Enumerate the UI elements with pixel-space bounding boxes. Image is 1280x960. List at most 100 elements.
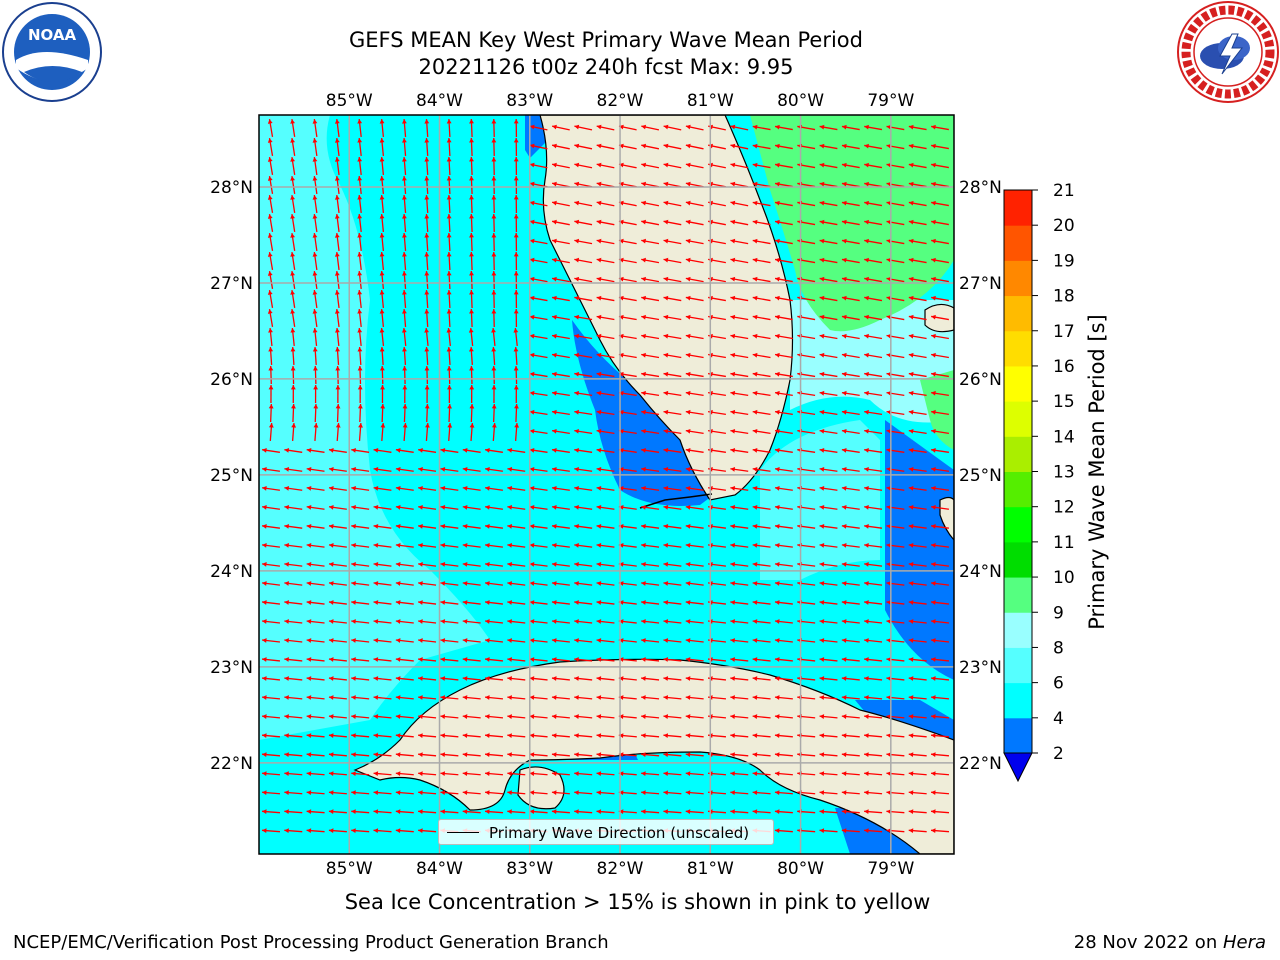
direction-arrow (596, 295, 615, 302)
direction-arrow (641, 409, 660, 416)
direction-arrow (424, 156, 430, 176)
direction-arrow (752, 200, 771, 207)
direction-arrow (462, 543, 481, 548)
direction-arrow (908, 409, 927, 416)
direction-arrow (908, 619, 927, 624)
direction-arrow (752, 581, 771, 586)
direction-arrow (685, 600, 704, 605)
direction-arrow (641, 562, 660, 567)
direction-arrow (484, 676, 504, 681)
direction-arrow (864, 352, 883, 359)
direction-arrow (507, 543, 526, 548)
direction-arrow (618, 447, 637, 453)
direction-arrow (469, 422, 475, 442)
direction-arrow (685, 143, 704, 150)
direction-arrow (418, 638, 437, 643)
direction-arrow (752, 371, 771, 378)
direction-arrow (596, 638, 615, 643)
lat-tick-label-left: 27°N (210, 274, 253, 294)
direction-arrow (507, 447, 526, 453)
direction-arrow (864, 752, 883, 757)
direction-arrow (484, 752, 504, 757)
direction-arrow (774, 390, 793, 397)
direction-arrow (334, 194, 340, 214)
direction-arrow (529, 124, 548, 131)
direction-arrow (841, 676, 860, 681)
direction-arrow (334, 175, 340, 195)
direction-arrow (685, 333, 704, 340)
direction-arrow (357, 327, 363, 347)
colorbar-tick-label: 18 (1053, 287, 1075, 307)
colorbar-tick-label: 16 (1053, 357, 1075, 377)
direction-arrow (618, 371, 637, 378)
direction-arrow (641, 714, 660, 719)
direction-arrow (513, 251, 519, 271)
direction-arrow (819, 257, 838, 264)
direction-arrow (596, 695, 615, 700)
direction-arrow (908, 714, 927, 719)
direction-arrow (641, 581, 660, 586)
direction-arrow (418, 676, 437, 681)
direction-arrow (864, 676, 883, 681)
colorbar-tick-label: 13 (1053, 463, 1075, 483)
direction-arrow (284, 562, 303, 567)
lon-tick-label-top: 84°W (416, 91, 463, 111)
direction-arrow (864, 581, 883, 586)
direction-arrow (618, 314, 637, 321)
direction-arrow (529, 447, 548, 453)
direction-arrow (930, 543, 950, 548)
direction-arrow (886, 790, 905, 796)
direction-arrow (357, 270, 363, 290)
direction-arrow (351, 790, 370, 796)
direction-arrow (351, 676, 370, 681)
direction-arrow (267, 233, 274, 251)
direction-arrow (513, 194, 519, 214)
direction-arrow (551, 200, 570, 207)
direction-arrow (864, 181, 883, 188)
direction-arrow (596, 181, 615, 188)
direction-arrow (334, 156, 340, 176)
direction-arrow (402, 289, 407, 309)
direction-arrow (886, 695, 905, 700)
direction-arrow (402, 156, 407, 176)
period-zone-2-4-north-cuba (855, 700, 954, 740)
direction-arrow (551, 505, 570, 510)
direction-arrow (513, 384, 519, 404)
direction-arrow (507, 600, 526, 605)
direction-arrow (551, 733, 570, 738)
direction-arrow (819, 828, 838, 834)
direction-arrow (290, 309, 296, 327)
direction-arrow (379, 327, 385, 347)
direction-arrow (730, 238, 749, 245)
direction-arrow (931, 219, 949, 226)
direction-arrow (618, 619, 637, 624)
direction-arrow (513, 308, 519, 328)
direction-arrow (774, 428, 793, 434)
lon-tick-label-bottom: 79°W (867, 859, 914, 879)
lat-tick-label-right: 28°N (959, 178, 1002, 198)
noaa-logo-text: NOAA (28, 26, 77, 44)
direction-arrow (507, 752, 526, 757)
direction-arrow (312, 118, 318, 138)
direction-arrow (306, 828, 325, 834)
direction-arrow (574, 600, 593, 605)
direction-arrow (841, 733, 860, 738)
direction-arrow (261, 828, 281, 834)
direction-arrow (574, 695, 593, 700)
direction-arrow (596, 390, 615, 397)
direction-arrow (440, 752, 459, 757)
direction-arrow (886, 371, 905, 378)
direction-arrow (373, 619, 392, 624)
direction-arrow (491, 156, 497, 176)
direction-arrow (864, 809, 883, 815)
direction-arrow (267, 157, 274, 175)
direction-arrow (930, 524, 950, 529)
colorbar-segment (1004, 401, 1032, 437)
direction-arrow (268, 327, 273, 347)
direction-arrow (685, 276, 704, 283)
direction-arrow (774, 752, 793, 757)
direction-arrow (491, 327, 496, 347)
direction-arrow (446, 327, 452, 347)
direction-arrow (284, 828, 303, 834)
direction-arrow (306, 543, 325, 548)
